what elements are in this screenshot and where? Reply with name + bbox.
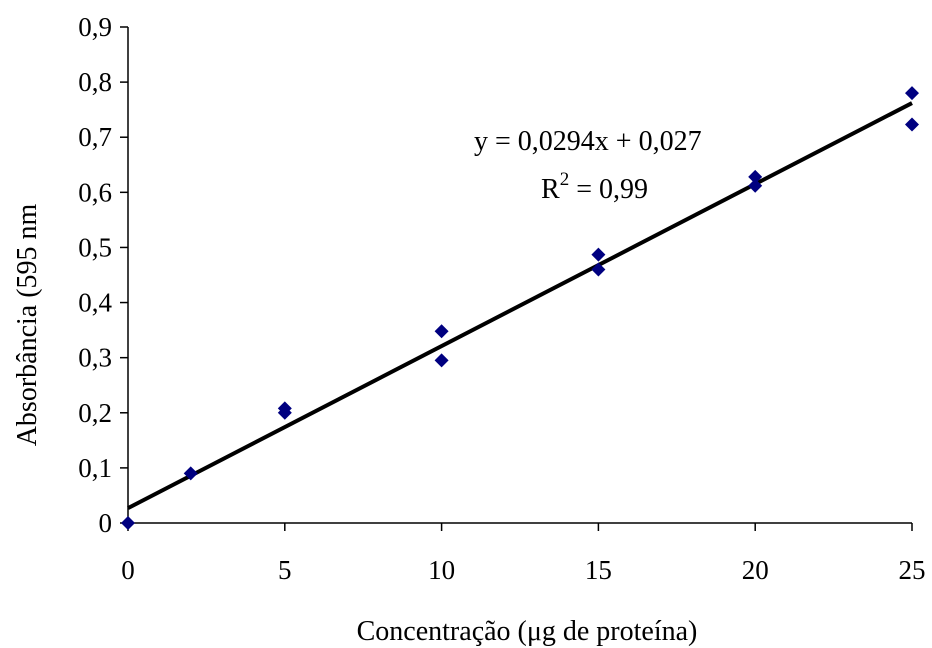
y-tick-label: 0,2 bbox=[78, 398, 112, 428]
x-tick-label: 0 bbox=[121, 555, 135, 585]
y-tick-label: 0,5 bbox=[78, 232, 112, 262]
r-squared-prefix: R bbox=[541, 174, 560, 205]
y-tick-label: 0,3 bbox=[78, 343, 112, 373]
y-tick-labels: 0 0,1 0,2 0,3 0,4 0,5 0,6 0,7 0,8 0,9 bbox=[78, 12, 112, 538]
r-squared-exponent: 2 bbox=[560, 169, 570, 190]
x-tick-label: 5 bbox=[278, 555, 292, 585]
r-squared-value: = 0,99 bbox=[569, 174, 648, 205]
data-point bbox=[183, 466, 198, 481]
x-axis-title: Concentração (μg de proteína) bbox=[357, 616, 698, 647]
data-point bbox=[591, 262, 606, 277]
y-tick-label: 0,8 bbox=[78, 67, 112, 97]
data-point bbox=[434, 353, 449, 368]
y-tick-label: 0,1 bbox=[78, 453, 112, 483]
y-tick-label: 0,7 bbox=[78, 122, 112, 152]
trendline-group bbox=[127, 101, 913, 510]
x-tick-label: 15 bbox=[585, 555, 612, 585]
data-point bbox=[905, 117, 919, 132]
x-tick-label: 25 bbox=[899, 555, 926, 585]
data-point bbox=[277, 401, 292, 416]
r-squared-label: R2 = 0,99 bbox=[541, 169, 648, 205]
x-tick-label: 20 bbox=[742, 555, 769, 585]
data-point bbox=[905, 86, 919, 101]
y-axis-title: Absorbância (595 nm bbox=[12, 203, 43, 446]
trendline-equation: y = 0,0294x + 0,027 bbox=[474, 126, 702, 157]
data-point bbox=[748, 178, 763, 193]
data-point bbox=[591, 247, 606, 262]
y-tick-label: 0 bbox=[99, 508, 113, 538]
y-tick-label: 0,4 bbox=[78, 288, 112, 318]
trendline bbox=[127, 101, 913, 510]
x-tick-labels: 0 5 10 15 20 25 bbox=[121, 555, 925, 585]
y-tick-label: 0,9 bbox=[78, 12, 112, 42]
y-tick-label: 0,6 bbox=[78, 177, 112, 207]
data-points bbox=[121, 86, 919, 530]
data-point bbox=[434, 324, 449, 339]
x-tick-label: 10 bbox=[428, 555, 455, 585]
data-point bbox=[748, 169, 763, 184]
data-point bbox=[121, 516, 135, 530]
axes bbox=[120, 26, 913, 531]
